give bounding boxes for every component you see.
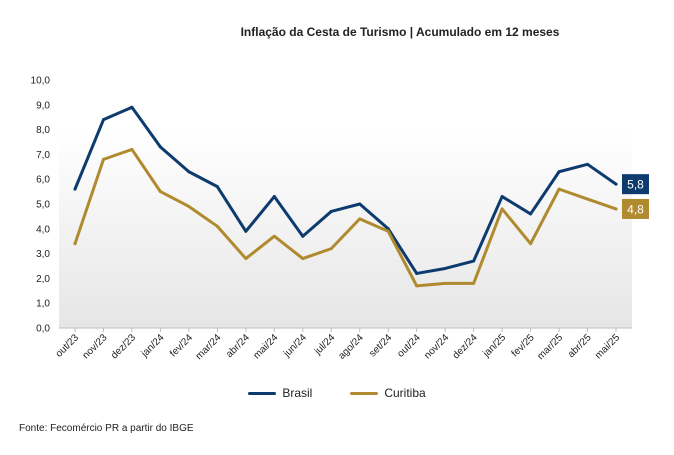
data-point-curitiba	[329, 247, 333, 251]
x-tick-label: jun/24	[281, 332, 309, 360]
data-point-curitiba	[529, 242, 533, 246]
y-tick-label: 6,0	[36, 175, 50, 186]
data-point-curitiba	[614, 207, 618, 211]
data-point-brasil	[529, 212, 533, 216]
end-label-curitiba: 4,8	[627, 202, 644, 216]
data-point-curitiba	[443, 281, 447, 285]
series-line-curitiba	[73, 147, 618, 288]
data-point-brasil	[557, 170, 561, 174]
data-point-brasil	[586, 162, 590, 166]
y-tick-label: 10,0	[31, 76, 51, 87]
x-tick-label: nov/23	[81, 332, 110, 361]
data-point-curitiba	[101, 157, 105, 161]
series-line-brasil	[73, 105, 618, 275]
chart-title: Inflação da Cesta de Turismo | Acumulado…	[240, 25, 560, 39]
legend: Brasil Curitiba	[0, 386, 674, 400]
legend-item-curitiba: Curitiba	[350, 386, 426, 400]
x-tick-label: mai/25	[593, 332, 622, 361]
data-point-brasil	[73, 187, 77, 191]
x-tick-label: jul/24	[312, 332, 338, 358]
data-point-curitiba	[158, 190, 162, 194]
data-point-curitiba	[500, 207, 504, 211]
data-point-brasil	[272, 195, 276, 199]
x-tick-label: nov/24	[422, 332, 451, 361]
end-label-box-curitiba	[622, 198, 649, 219]
x-tick-label: mar/25	[535, 332, 565, 362]
data-point-brasil	[187, 170, 191, 174]
data-point-curitiba	[187, 204, 191, 208]
data-point-brasil	[244, 229, 248, 233]
end-label-brasil: 5,8	[627, 178, 644, 192]
x-tick-label: fev/24	[168, 332, 195, 359]
source-note: Fonte: Fecomércio PR a partir do IBGE	[19, 423, 194, 434]
data-point-brasil	[158, 145, 162, 149]
data-point-curitiba	[301, 257, 305, 261]
legend-swatch	[248, 391, 277, 395]
plot-area-background	[59, 130, 632, 328]
y-tick-label: 1,0	[36, 299, 50, 310]
data-point-brasil	[101, 118, 105, 122]
data-point-brasil	[130, 105, 134, 109]
legend-swatch	[350, 391, 379, 395]
data-point-brasil	[500, 195, 504, 199]
x-tick-label: set/24	[367, 332, 394, 359]
data-point-curitiba	[472, 281, 476, 285]
data-point-curitiba	[244, 257, 248, 261]
data-point-curitiba	[358, 217, 362, 221]
legend-item-brasil: Brasil	[248, 386, 312, 400]
y-tick-label: 0,0	[36, 324, 50, 335]
y-tick-label: 5,0	[36, 200, 50, 211]
y-tick-label: 8,0	[36, 125, 50, 136]
y-tick-label: 2,0	[36, 274, 50, 285]
x-tick-label: dez/23	[109, 332, 138, 361]
data-point-curitiba	[73, 242, 77, 246]
x-tick-label: abr/25	[566, 332, 594, 360]
x-tick-label: abr/24	[224, 332, 252, 360]
data-point-curitiba	[557, 187, 561, 191]
data-point-curitiba	[386, 229, 390, 233]
x-tick-label: out/24	[395, 332, 423, 360]
y-tick-label: 9,0	[36, 100, 50, 111]
data-point-brasil	[329, 209, 333, 213]
data-point-brasil	[472, 259, 476, 263]
x-tick-label: jan/25	[480, 332, 508, 360]
data-point-curitiba	[272, 234, 276, 238]
data-point-curitiba	[130, 147, 134, 151]
end-label-box-brasil	[622, 174, 649, 195]
y-tick-label: 4,0	[36, 224, 50, 235]
x-tick-label: mar/24	[194, 332, 224, 362]
x-tick-label: mai/24	[251, 332, 280, 361]
data-point-brasil	[443, 266, 447, 270]
y-tick-label: 7,0	[36, 150, 50, 161]
data-point-brasil	[215, 185, 219, 189]
y-tick-label: 3,0	[36, 249, 50, 260]
data-point-curitiba	[586, 197, 590, 201]
data-point-brasil	[301, 234, 305, 238]
x-tick-label: out/23	[54, 332, 82, 360]
x-tick-label: dez/24	[451, 332, 480, 361]
data-point-brasil	[614, 182, 618, 186]
data-point-brasil	[358, 202, 362, 206]
legend-label: Brasil	[282, 386, 313, 400]
data-point-curitiba	[415, 284, 419, 288]
x-tick-label: fev/25	[510, 332, 537, 359]
x-tick-label: jan/24	[139, 332, 167, 360]
x-tick-label: ago/24	[336, 332, 366, 362]
legend-label: Curitiba	[384, 386, 426, 400]
data-point-brasil	[415, 271, 419, 275]
data-point-curitiba	[215, 224, 219, 228]
